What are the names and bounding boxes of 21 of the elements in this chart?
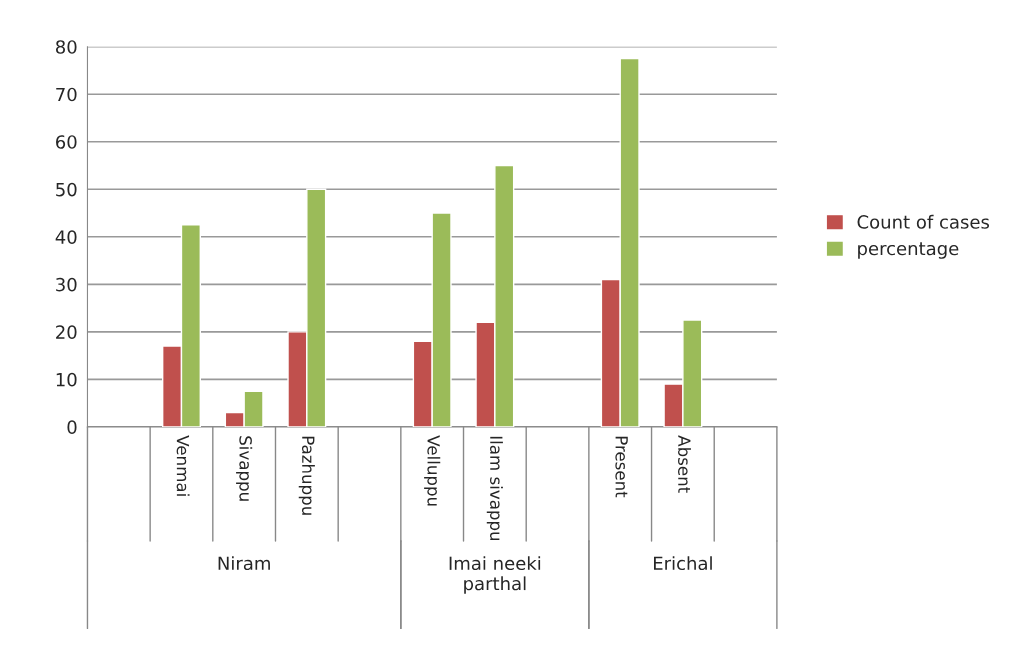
text: Imai neeki parthal	[449, 556, 541, 594]
x-tick-label: Sivappu	[236, 436, 253, 501]
y-tick-label: 10	[56, 372, 77, 387]
text: Erichal	[654, 556, 712, 571]
x-tick-label: Absent	[678, 435, 691, 493]
y-tick-label: 30	[56, 277, 77, 292]
x-tick-label: Ilam sivappu	[486, 436, 503, 541]
y-tick-label: 0	[67, 420, 77, 434]
y-tick-label: 40	[55, 230, 77, 244]
y-tick-label: 70	[56, 87, 77, 102]
y-tick-label: 50	[56, 182, 77, 197]
text: Niram	[218, 556, 270, 571]
x-tick-label: Pazhuppu	[298, 436, 315, 515]
y-tick-label: 60	[56, 135, 77, 149]
x-tick-label: Present	[615, 436, 628, 498]
x-tick-label: Venmai	[176, 435, 190, 496]
legend-label: Count of cases	[857, 214, 990, 229]
y-tick-label: 20	[56, 325, 77, 339]
y-tick-label: 80	[55, 40, 77, 54]
x-tick-label: Velluppu	[424, 435, 441, 506]
legend-label: percentage	[858, 242, 959, 259]
